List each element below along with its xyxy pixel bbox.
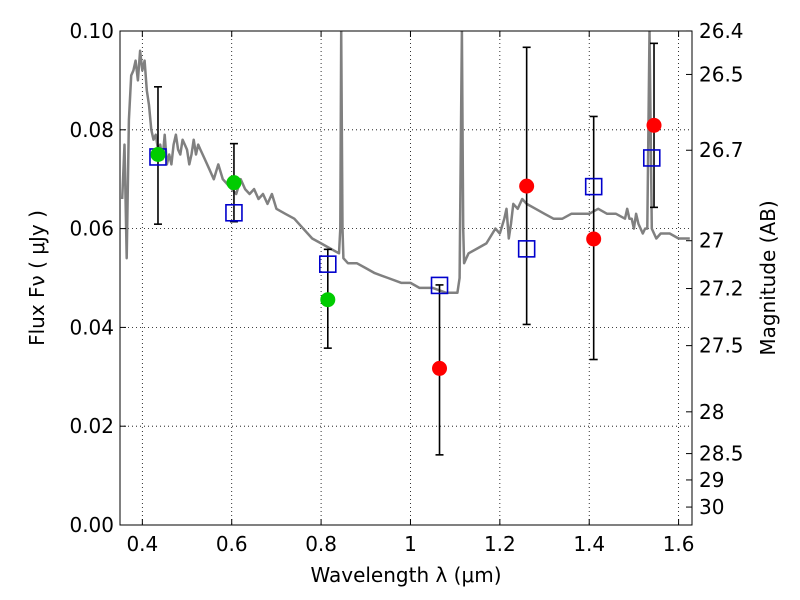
observed-point — [226, 175, 242, 191]
y-axis-label: Flux Fν ( μJy ) — [25, 210, 49, 346]
x-tick-label: 1 — [404, 532, 417, 556]
magnitude-axis: 26.4 26.5 26.7 27 27.2 27.5 28 28.529 30 — [686, 19, 744, 519]
x-axis-label: Wavelength λ (μm) — [310, 563, 501, 587]
model-square-marker — [318, 255, 337, 273]
model-square-marker — [642, 149, 661, 167]
observed-point — [432, 360, 448, 376]
magnitude-tick-label: 27 — [699, 229, 724, 253]
sed-line — [120, 31, 690, 295]
y-tick-label: 0.00 — [69, 513, 114, 537]
x-tick-label: 0.6 — [216, 532, 248, 556]
sed-layer — [120, 31, 690, 295]
x-tick-label: 1.6 — [663, 532, 695, 556]
magnitude-tick-label: 30 — [699, 495, 724, 519]
y-tick-label: 0.06 — [69, 217, 114, 241]
magnitude-tick-label: 27.5 — [699, 334, 744, 358]
plot-frame — [119, 30, 693, 526]
magnitude-tick-label: 26.5 — [699, 62, 744, 86]
x-tick-label: 1.2 — [484, 532, 516, 556]
y-tick-label: 0.08 — [69, 118, 114, 142]
observed-point — [150, 147, 166, 162]
x-tick-label: 0.4 — [126, 532, 158, 556]
observed-point — [519, 178, 535, 194]
observed-point — [646, 117, 662, 133]
observed-point — [320, 292, 336, 308]
magnitude-tick-label: 28 — [699, 400, 724, 424]
y-tick-label: 0.10 — [69, 19, 114, 43]
model-square-marker — [584, 177, 603, 196]
markers — [149, 117, 662, 376]
magnitude-tick-label: 29 — [699, 468, 724, 492]
observed-point — [586, 231, 602, 247]
magnitude-tick-label: 28.5 — [699, 442, 744, 466]
magnitude-tick-label: 26.7 — [699, 138, 744, 162]
model-square-marker — [430, 276, 449, 295]
x-tick-label: 1.4 — [573, 532, 605, 556]
y-tick-label: 0.02 — [69, 414, 114, 438]
model-square-marker — [517, 240, 536, 258]
grid — [120, 31, 692, 525]
x-tick-label: 0.8 — [305, 532, 337, 556]
model-square-marker — [225, 203, 243, 222]
magnitude-tick-label: 26.4 — [699, 19, 744, 43]
magnitude-axis-label: Magnitude (AB) — [756, 200, 780, 355]
magnitude-tick-label: 27.2 — [699, 277, 744, 301]
x-axis: 0.4 0.6 0.8 1 1.2 1.4 1.6 — [126, 31, 695, 556]
plot-background — [120, 31, 692, 525]
y-tick-label: 0.04 — [69, 315, 114, 339]
y-axis: 0.00 0.02 0.04 0.06 0.08 0.10 — [69, 19, 126, 537]
